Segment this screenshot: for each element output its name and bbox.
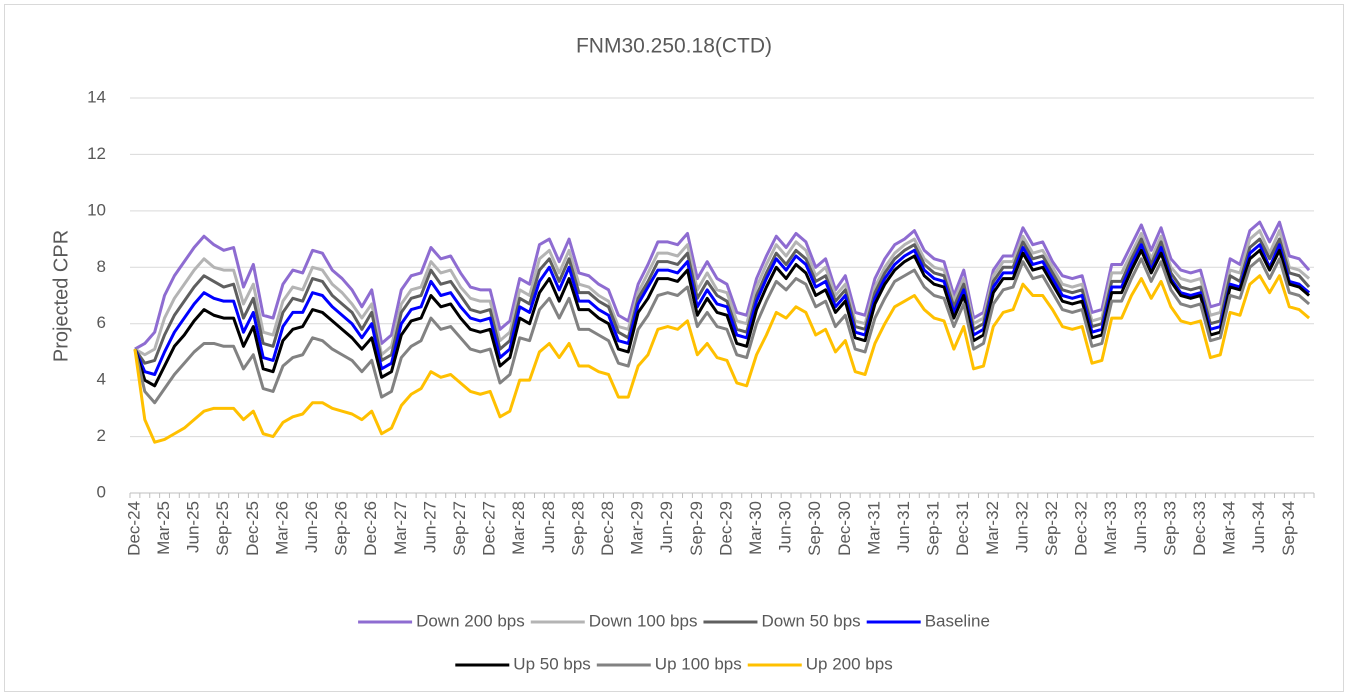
x-tick-label: Sep-30 — [805, 501, 824, 556]
x-tick-label: Sep-34 — [1279, 501, 1298, 556]
x-tick-label: Jun-27 — [420, 501, 439, 553]
legend-label: Up 50 bps — [513, 654, 591, 673]
x-tick-label: Mar-30 — [746, 501, 765, 555]
x-tick-label: Mar-27 — [391, 501, 410, 555]
y-tick-label: 0 — [97, 482, 106, 501]
x-tick-label: Mar-34 — [1220, 501, 1239, 555]
x-tick-label: Jun-34 — [1249, 501, 1268, 553]
x-tick-label: Sep-33 — [1160, 501, 1179, 556]
x-tick-label: Sep-25 — [213, 501, 232, 556]
x-tick-label: Mar-26 — [272, 501, 291, 555]
series-line — [134, 220, 1311, 351]
x-tick-label: Dec-32 — [1072, 501, 1091, 556]
x-tick-label: Jun-25 — [184, 501, 203, 553]
x-tick-label: Mar-28 — [509, 501, 528, 555]
x-tick-label: Sep-27 — [450, 501, 469, 556]
x-tick-label: Dec-29 — [716, 501, 735, 556]
series-line — [133, 257, 1311, 405]
y-tick-label: 10 — [87, 200, 106, 219]
x-tick-label: Sep-28 — [568, 501, 587, 556]
x-tick-label: Jun-33 — [1131, 501, 1150, 553]
legend-label: Baseline — [925, 611, 990, 630]
legend-label: Down 50 bps — [761, 611, 860, 630]
legend-label: Down 100 bps — [589, 611, 698, 630]
x-tick-label: Dec-30 — [835, 501, 854, 556]
chart-title: FNM30.250.18(CTD) — [576, 35, 772, 58]
y-tick-label: 2 — [97, 426, 106, 445]
x-tick-label: Sep-31 — [924, 501, 943, 556]
x-tick-label: Jun-26 — [302, 501, 321, 553]
series-line — [133, 237, 1311, 365]
x-tick-label: Dec-33 — [1190, 501, 1209, 556]
x-tick-label: Dec-31 — [953, 501, 972, 556]
x-tick-label: Jun-31 — [894, 501, 913, 553]
x-tick-label: Dec-27 — [480, 501, 499, 556]
y-tick-label: 14 — [87, 87, 106, 106]
x-tick-label: Sep-32 — [1042, 501, 1061, 556]
y-tick-label: 6 — [97, 313, 106, 332]
y-tick-label: 12 — [87, 144, 106, 163]
x-tick-label: Dec-26 — [361, 501, 380, 556]
x-tick-label: Sep-29 — [687, 501, 706, 556]
x-tick-label: Sep-26 — [332, 501, 351, 556]
x-tick-label: Mar-31 — [864, 501, 883, 555]
x-tick-label: Jun-32 — [1012, 501, 1031, 553]
x-tick-label: Mar-33 — [1101, 501, 1120, 555]
y-axis-label: Projected CPR — [50, 230, 72, 362]
x-tick-label: Mar-25 — [154, 501, 173, 555]
x-tick-label: Dec-25 — [243, 501, 262, 556]
series-line — [134, 229, 1311, 357]
x-tick-label: Dec-24 — [124, 501, 143, 556]
series-line — [133, 248, 1311, 388]
legend-label: Up 200 bps — [806, 654, 893, 673]
y-tick-label: 4 — [97, 370, 106, 389]
x-tick-label: Jun-29 — [657, 501, 676, 553]
x-tick-label: Mar-29 — [628, 501, 647, 555]
legend-label: Up 100 bps — [655, 654, 742, 673]
x-tick-label: Mar-32 — [983, 501, 1002, 555]
x-tick-label: Jun-30 — [776, 501, 795, 553]
series-line — [133, 274, 1311, 444]
series-line — [133, 243, 1311, 376]
x-tick-label: Dec-28 — [598, 501, 617, 556]
x-tick-label: Jun-28 — [539, 501, 558, 553]
y-tick-label: 8 — [97, 257, 106, 276]
chart-border — [4, 4, 1344, 692]
legend-label: Down 200 bps — [416, 611, 525, 630]
